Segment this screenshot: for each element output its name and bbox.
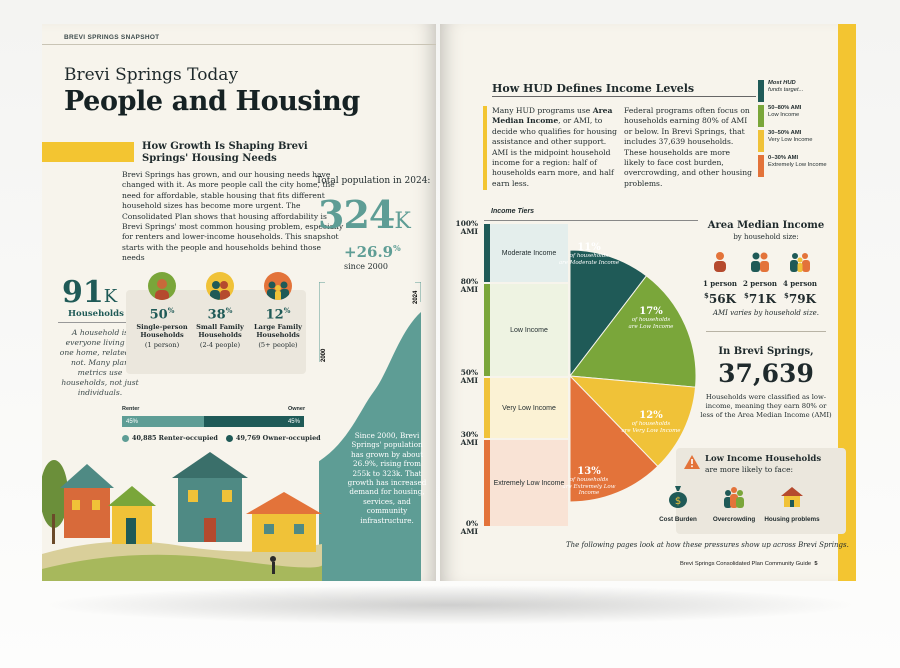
owner-segment: 45%: [203, 416, 304, 427]
column-accent-bar: [483, 106, 487, 190]
renter-legend: 40,885 Renter-occupied: [122, 434, 218, 442]
axis-label-100: 100% AMI: [455, 219, 478, 236]
pie-label-moderate: 11% of households are Moderate Income: [558, 242, 620, 266]
left-page: BREVI SPRINGS SNAPSHOT Brevi Springs Tod…: [42, 24, 436, 581]
impact-overcrowding: Overcrowding: [706, 484, 762, 523]
pie-slice-moderate-income: [570, 249, 648, 377]
population-area: [319, 312, 421, 581]
four-person-icon: [790, 253, 810, 272]
population-growth: +26.9%: [344, 243, 401, 261]
impact-cost-burden: $ Cost Burden: [650, 484, 706, 523]
pie-slice-extremely-low-income: [570, 375, 659, 503]
two-person-icon: [751, 252, 769, 272]
hud-column-1: Many HUD programs use Area Median Income…: [492, 106, 618, 188]
axis-label-0: 0% AMI: [460, 519, 478, 536]
ami-legend: Most HUD funds target... 50–80% AMI Low In…: [758, 80, 838, 180]
money-bag-icon: $: [669, 486, 687, 508]
year-end-label: 2024: [413, 290, 419, 304]
owner-legend: 49,769 Owner-occupied: [226, 434, 321, 442]
low-income-impacts-card: [676, 448, 846, 534]
households-label: Households: [68, 309, 124, 319]
low-income-intro: In Brevi Springs,: [718, 346, 814, 357]
crowd-icon: [724, 487, 744, 508]
impact-housing-problems: Housing problems: [764, 484, 820, 523]
one-person-icon: [714, 252, 726, 272]
ami-size-4: 4 person $79K: [780, 250, 820, 306]
axis-label-80: 80% AMI: [460, 277, 478, 294]
low-income-count: 37,639: [718, 359, 814, 388]
impacts-subtitle: are more likely to face:: [705, 465, 794, 474]
category-single-person: 50% Single-person Households (1 person): [132, 272, 192, 349]
owner-label: Owner: [288, 406, 306, 412]
hud-column-2: Federal programs often focus on househol…: [624, 106, 752, 188]
population-note: Since 2000, Brevi Springs' population ha…: [347, 431, 427, 525]
right-folio: Brevi Springs Consolidated Plan Communit…: [680, 561, 818, 567]
pie-label-low: 17% of households are Low Income: [628, 306, 674, 330]
renter-segment: 45%: [122, 416, 204, 427]
spread-shadow: [40, 585, 860, 625]
legend-row: Most HUD funds target...: [758, 80, 838, 102]
low-income-description: Households were classified as low-income…: [700, 393, 832, 419]
households-rule: [58, 322, 142, 323]
ami-title: Area Median Income: [707, 220, 825, 231]
section-title: How HUD Defines Income Levels: [492, 82, 695, 95]
population-area-chart: 2000 2024: [319, 282, 421, 581]
section-subhead: How Growth Is Shaping Brevi Springs' Hou…: [142, 141, 308, 164]
households-description: A household is everyone living in one ho…: [59, 328, 141, 397]
impacts-title: Low Income Households: [705, 454, 822, 464]
axis-label-50: 50% AMI: [460, 368, 478, 385]
year-start-label: 2000: [321, 348, 327, 362]
house-icon: [781, 487, 803, 507]
pie-label-extremely-low: 13% of households are Extremely Low Income: [562, 466, 616, 496]
running-rule: [42, 44, 436, 45]
ami-subtitle: by household size:: [733, 233, 799, 241]
small-family-icon: [206, 272, 234, 300]
legend-row: 0–30% AMI Extremely Low Income: [758, 155, 838, 177]
neighborhood-illustration: [42, 452, 322, 581]
warning-icon: [684, 455, 700, 469]
population-number: 324K: [318, 192, 411, 237]
ami-note: AMI varies by household size.: [712, 309, 820, 317]
title-rule: [492, 96, 756, 97]
page-title: People and Housing: [64, 86, 360, 117]
running-head: BREVI SPRINGS SNAPSHOT: [64, 34, 160, 41]
owner-dot-icon: [226, 434, 233, 442]
ami-size-2: 2 person $71K: [740, 250, 780, 306]
income-pie-chart: [570, 249, 697, 503]
subhead-accent-bar: [42, 142, 134, 162]
page-kicker: Brevi Springs Today: [64, 65, 239, 85]
renter-dot-icon: [122, 434, 129, 442]
intro-paragraph: Brevi Springs has grown, and our housing…: [122, 170, 344, 263]
legend-row: 30–50% AMI Very Low Income: [758, 130, 838, 152]
right-page: How HUD Defines Income Levels Many HUD p…: [440, 24, 856, 581]
tenure-bar: 45% 45%: [122, 416, 304, 427]
large-family-icon: [264, 272, 292, 300]
category-large-family: 12% Large Family Households (5+ people): [248, 272, 308, 349]
growth-since: since 2000: [344, 262, 388, 271]
households-number: 91K: [62, 275, 118, 310]
tier-moderate: Moderate Income: [484, 224, 568, 282]
axis-label-30: 30% AMI: [460, 430, 478, 447]
tier-very-low: Very Low Income: [484, 378, 568, 438]
pie-slice-very-low-income: [570, 375, 697, 468]
ami-size-1: 1 person $56K: [700, 250, 740, 306]
tier-low: Low Income: [484, 284, 568, 376]
svg-text:$: $: [675, 496, 681, 507]
tier-extremely-low: Extremely Low Income: [484, 440, 568, 526]
right-edge-accent: [838, 24, 856, 581]
pie-label-very-low: 12% of households are Very Low Income: [621, 410, 681, 434]
divider: [706, 331, 826, 332]
footer-note: The following pages look at how these pr…: [566, 541, 849, 549]
population-label: Total population in 2024:: [316, 176, 431, 186]
pie-slice-low-income: [570, 275, 697, 388]
tiers-top-rule: [484, 220, 698, 221]
category-small-family: 38% Small Family Households (2-4 people): [190, 272, 250, 349]
single-person-icon: [148, 272, 176, 300]
legend-row: 50–80% AMI Low Income: [758, 105, 838, 127]
household-card: [126, 290, 306, 374]
income-tiers-title: Income Tiers: [491, 208, 535, 215]
renter-label: Renter: [122, 406, 140, 412]
